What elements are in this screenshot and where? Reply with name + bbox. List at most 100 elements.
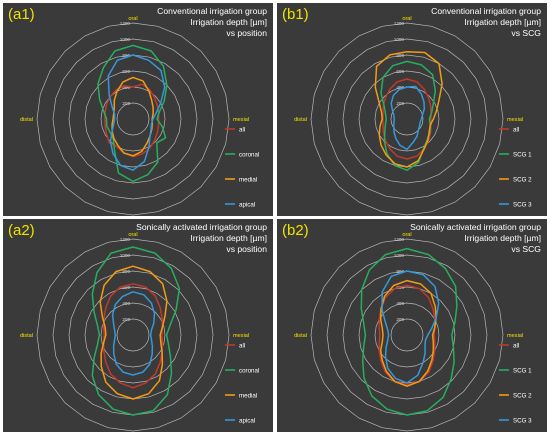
grid-ring <box>100 302 166 368</box>
chart-title-line: Sonically activated irrigation group <box>136 222 267 232</box>
radar-chart-b2: 20040060080010001200oralmesialvestib.dis… <box>294 232 532 432</box>
grid-ring <box>326 38 488 200</box>
grid-ring <box>390 318 424 352</box>
radial-tick-label: 600 <box>122 285 130 290</box>
radial-tick-label: 1200 <box>394 237 405 242</box>
grid-ring <box>342 54 472 184</box>
radial-tick-label: 200 <box>396 101 404 106</box>
radial-tick-label: 1000 <box>394 253 405 258</box>
grid-ring <box>326 254 488 416</box>
legend-label: SCG 3 <box>513 417 532 424</box>
series-line-scg-1 <box>360 247 458 416</box>
legend-label: SCG 1 <box>513 367 532 374</box>
grid-ring <box>52 254 214 416</box>
panel-tag: (b1) <box>282 6 309 23</box>
grid-ring <box>358 70 456 168</box>
grid-ring <box>116 318 150 352</box>
legend-label: all <box>239 342 245 349</box>
legend-label: SCG 3 <box>513 201 532 208</box>
direction-label-mesial: mesial <box>233 333 249 339</box>
grid-ring <box>310 22 504 216</box>
legend-label: medial <box>239 392 257 399</box>
radial-tick-label: 600 <box>122 69 130 74</box>
chart-panel-b1: 20040060080010001200oralmesialvestib.dis… <box>277 3 547 216</box>
radial-tick-label: 400 <box>122 301 130 306</box>
chart-title-line: Irrigation depth [µm] <box>464 233 541 243</box>
radial-tick-label: 1200 <box>394 21 405 26</box>
series-line-all <box>102 283 164 389</box>
radar-chart-a2: 20040060080010001200oralmesialvestib.dis… <box>20 232 259 432</box>
series-line-all <box>104 83 160 158</box>
legend-label: all <box>239 126 245 133</box>
legend-label: all <box>513 126 519 133</box>
grid-ring <box>358 286 456 384</box>
direction-label-distal: distal <box>294 117 307 123</box>
legend-label: SCG 2 <box>513 392 532 399</box>
radial-tick-label: 1000 <box>120 37 131 42</box>
direction-label-mesial: mesial <box>507 117 523 123</box>
grid-ring <box>84 70 182 168</box>
chart-title-line: vs SCG <box>511 28 541 38</box>
radial-tick-label: 800 <box>122 269 130 274</box>
panel-tag: (a2) <box>8 222 35 239</box>
direction-label-mesial: mesial <box>233 117 249 123</box>
chart-title-line: vs position <box>226 28 267 38</box>
radial-tick-label: 400 <box>396 85 404 90</box>
panel-tag: (a1) <box>8 6 35 23</box>
legend-label: all <box>513 342 519 349</box>
grid-ring <box>36 238 230 432</box>
series-line-scg-2 <box>374 51 443 168</box>
direction-label-distal: distal <box>294 333 307 339</box>
series-line-scg-1 <box>380 60 437 171</box>
radar-chart-a1: 20040060080010001200oralmesialvestib.dis… <box>20 16 259 216</box>
chart-title: Conventional irrigation group Irrigation … <box>87 6 267 39</box>
direction-label-oral: oral <box>402 232 411 238</box>
legend-label: coronal <box>239 151 259 158</box>
panel-tag: (b2) <box>282 222 309 239</box>
radar-chart-b1: 20040060080010001200oralmesialvestib.dis… <box>294 16 532 216</box>
direction-label-distal: distal <box>20 117 33 123</box>
radial-tick-label: 600 <box>396 69 404 74</box>
series-line-scg-3 <box>381 270 440 384</box>
radial-tick-label: 800 <box>396 53 404 58</box>
grid-ring <box>68 54 198 184</box>
chart-title-line: vs SCG <box>511 244 541 254</box>
grid-ring <box>36 22 230 216</box>
chart-title-line: vs position <box>226 244 267 254</box>
chart-panel-a2: 20040060080010001200oralmesialvestib.dis… <box>3 219 273 432</box>
radial-tick-label: 1000 <box>394 37 405 42</box>
legend-label: medial <box>239 176 257 183</box>
grid-ring <box>68 270 198 400</box>
radial-tick-label: 1200 <box>120 237 131 242</box>
chart-title: Conventional irrigation group Irrigation … <box>361 6 541 39</box>
chart-title-line: Conventional irrigation group <box>431 6 541 16</box>
legend-label: SCG 2 <box>513 176 532 183</box>
legend-label: coronal <box>239 367 259 374</box>
chart-title-line: Irrigation depth [µm] <box>190 17 267 27</box>
series-line-apical <box>111 291 156 376</box>
grid-ring <box>374 302 440 368</box>
radial-tick-label: 400 <box>122 85 130 90</box>
legend-label: SCG 1 <box>513 151 532 158</box>
radial-tick-label: 200 <box>122 101 130 106</box>
grid-ring <box>84 286 182 384</box>
radial-tick-label: 200 <box>396 317 404 322</box>
series-line-medial <box>99 265 168 400</box>
radial-tick-label: 1200 <box>120 21 131 26</box>
grid-ring <box>310 238 504 432</box>
direction-label-oral: oral <box>128 16 137 22</box>
chart-panel-b2: 20040060080010001200oralmesialvestib.dis… <box>277 219 547 432</box>
legend-label: apical <box>239 201 255 208</box>
legend-label: apical <box>239 417 255 424</box>
radial-tick-label: 1000 <box>120 253 131 258</box>
series-line-all <box>378 284 436 386</box>
chart-title: Sonically activated irrigation group Irri… <box>87 222 267 255</box>
direction-label-mesial: mesial <box>507 333 523 339</box>
chart-title-line: Irrigation depth [µm] <box>190 233 267 243</box>
chart-title-line: Sonically activated irrigation group <box>410 222 541 232</box>
radial-tick-label: 200 <box>122 317 130 322</box>
grid-ring <box>116 102 150 136</box>
direction-label-distal: distal <box>20 333 33 339</box>
grid-ring <box>342 270 472 400</box>
radial-tick-label: 800 <box>122 53 130 58</box>
